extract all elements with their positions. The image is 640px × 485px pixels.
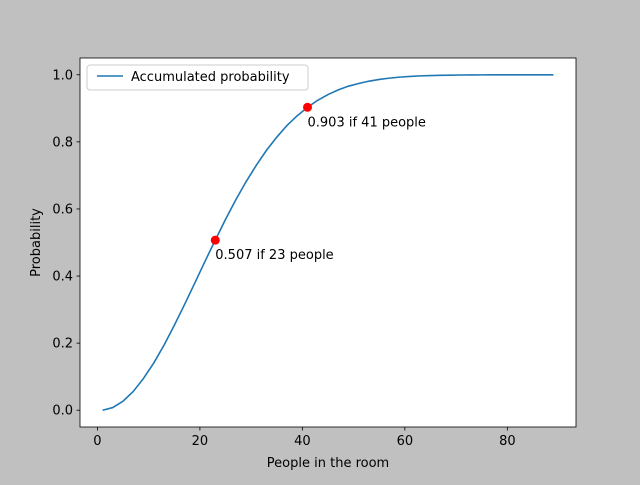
plot-frame [79, 57, 577, 428]
y-axis-ticks: 0.0 0.2 0.4 0.6 0.8 1.0 [52, 68, 80, 419]
plot-area [80, 58, 576, 427]
x-tick-label: 80 [499, 434, 516, 449]
legend-box [86, 64, 309, 91]
marker-layer [210, 102, 313, 245]
series-layer [102, 73, 554, 412]
x-axis-ticks: 0 20 40 60 80 [93, 427, 516, 449]
series-line-0 [102, 73, 554, 412]
highlight-point-1 [303, 102, 313, 112]
x-tick-label: 0 [93, 434, 101, 449]
point-annotation-1: 0.903 if 41 people [308, 115, 426, 130]
y-axis-label: Probability [29, 208, 44, 277]
highlight-point-0 [210, 235, 220, 245]
legend: Accumulated probability [86, 64, 309, 91]
point-annotation-0: 0.507 if 23 people [215, 248, 333, 263]
x-tick-label: 40 [294, 434, 311, 449]
x-axis-label: People in the room [267, 456, 389, 471]
x-tick-label: 60 [397, 434, 414, 449]
y-tick-label: 0.0 [52, 404, 73, 419]
y-tick-label: 1.0 [52, 68, 73, 83]
y-tick-label: 0.6 [52, 202, 73, 217]
y-tick-label: 0.8 [52, 135, 73, 150]
legend-entry-label: Accumulated probability [131, 70, 290, 85]
y-tick-label: 0.4 [52, 270, 73, 285]
y-tick-label: 0.2 [52, 337, 73, 352]
x-tick-label: 20 [192, 434, 209, 449]
annotation-layer: 0.507 if 23 people 0.903 if 41 people [215, 115, 426, 263]
